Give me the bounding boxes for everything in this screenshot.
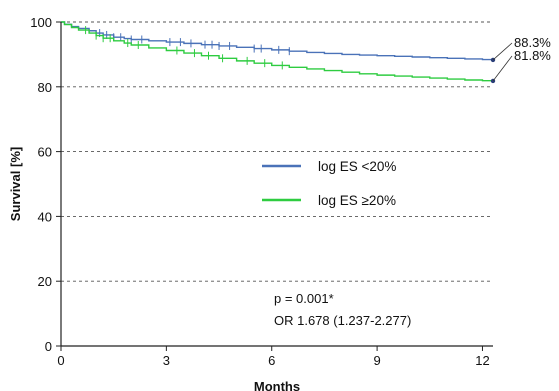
y-tick-label-80: 80 (38, 80, 52, 95)
series-layer (61, 21, 496, 84)
legend-label-log-es-above-20: log ES ≥20% (318, 193, 396, 208)
legend: log ES <20% log ES ≥20% (262, 159, 396, 208)
x-tick-label-9: 9 (373, 353, 380, 368)
series-line-1 (61, 21, 494, 82)
y-tick-label-100: 100 (30, 15, 52, 30)
tick-label-layer: 0 20 40 60 80 100 0 3 6 9 12 (30, 15, 489, 368)
axes (60, 22, 493, 347)
grid-lines (61, 21, 493, 282)
y-tick-label-20: 20 (38, 274, 52, 289)
y-tick-label-0: 0 (45, 339, 52, 354)
series-line-0 (61, 21, 494, 61)
end-label-layer: 88.3% 81.8% (492, 35, 551, 82)
x-tick-label-3: 3 (163, 353, 170, 368)
end-leader-line-log-es-above-20 (492, 55, 513, 82)
odds-ratio-annotation: OR 1.678 (1.237-2.277) (274, 313, 411, 328)
x-tick-label-0: 0 (57, 353, 64, 368)
y-axis-title: Survival [%] (8, 147, 23, 221)
p-value-annotation: p = 0.001* (274, 291, 334, 306)
y-tick-label-60: 60 (38, 145, 52, 160)
end-label-log-es-above-20: 81.8% (514, 48, 551, 63)
end-leader-line-log-es-below-20 (492, 42, 513, 61)
y-tick-label-40: 40 (38, 209, 52, 224)
x-axis-title: Months (254, 379, 300, 391)
tick-layer (56, 21, 483, 351)
x-tick-label-12: 12 (475, 353, 489, 368)
end-label-log-es-below-20: 88.3% (514, 35, 551, 50)
x-tick-label-6: 6 (268, 353, 275, 368)
legend-label-log-es-below-20: log ES <20% (318, 159, 396, 174)
